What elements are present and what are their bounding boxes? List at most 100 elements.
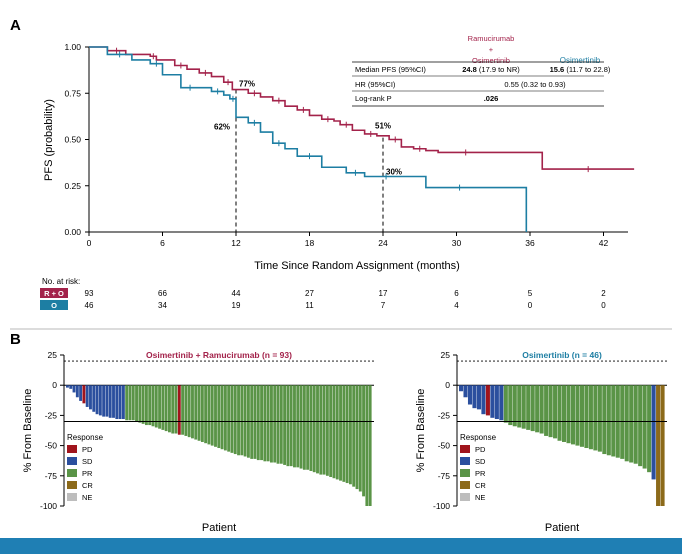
waterfall-bar (348, 385, 352, 485)
waterfall-bar (575, 385, 580, 446)
legend-swatch-cr (460, 481, 470, 489)
x-tick-label: 42 (599, 238, 609, 248)
waterfall-bar (553, 385, 558, 439)
waterfall-bar (490, 385, 495, 418)
at-risk-value: 2 (601, 289, 606, 298)
waterfall-bar (362, 385, 366, 497)
waterfall-bar (512, 385, 517, 427)
legend-swatch-cr (67, 481, 77, 489)
km-chart: 0.00 0.25 0.50 0.75 1.00 0 6 12 18 24 30 36 42 Time S… (43, 42, 635, 272)
waterfall-bar (593, 385, 598, 451)
waterfall-bar (499, 385, 504, 421)
at-risk-table: No. at risk: R + O 93 66 44 27 17 6 5 2 O 46 34 19 11 7… (40, 277, 606, 310)
waterfall-bar (342, 385, 346, 482)
legend-swatch-ne (67, 493, 77, 501)
at-risk-value: 6 (454, 289, 459, 298)
waterfall-bar (316, 385, 319, 474)
waterfall-bar (633, 385, 638, 464)
y-tick-label: -75 (438, 471, 451, 481)
legend-swatch-pr (460, 469, 470, 477)
waterfall-bar (276, 385, 280, 464)
waterfall-bar (135, 385, 138, 422)
waterfall-bar (544, 385, 549, 436)
waterfall-bar (105, 385, 109, 417)
waterfall-bar (365, 385, 369, 506)
waterfall-bar (588, 385, 593, 450)
legend-label: NE (475, 493, 485, 502)
waterfall-bar (138, 385, 142, 423)
waterfall-bar (72, 385, 76, 393)
waterfall-bar (141, 385, 145, 424)
y-tick-label: 0.50 (64, 135, 81, 145)
x-tick-label: 36 (525, 238, 535, 248)
waterfall-bar (570, 385, 576, 445)
waterfall-bar (620, 385, 625, 459)
at-risk-value: 46 (85, 301, 94, 310)
y-tick-label: 0 (445, 380, 450, 390)
waterfall-bar (204, 385, 208, 444)
waterfall-bar (352, 385, 356, 487)
at-risk-badge (40, 300, 68, 310)
waterfall-bar (177, 385, 181, 435)
legend-label: PR (82, 469, 93, 478)
annotation-label: 51% (375, 122, 391, 131)
waterfall-bar (118, 385, 122, 420)
annotation-label: 62% (214, 122, 230, 131)
at-risk-value: 4 (454, 301, 459, 310)
waterfall-bar (638, 385, 643, 467)
waterfall-bar (517, 385, 522, 428)
footer-bar (0, 538, 682, 554)
waterfall-bar (459, 385, 464, 392)
waterfall-bar (256, 385, 260, 461)
waterfall-bar (530, 385, 535, 432)
waterfall-bar (161, 385, 165, 430)
x-tick-label: 6 (160, 238, 165, 248)
waterfall-bar (79, 385, 83, 401)
legend-label: SD (475, 457, 486, 466)
y-axis-label: % From Baseline (415, 389, 427, 473)
waterfall-bar (624, 385, 629, 462)
waterfall-bar (332, 385, 336, 479)
y-tick-label: -50 (45, 441, 58, 451)
waterfall-bar (128, 385, 132, 421)
waterfall-bar (82, 385, 86, 404)
waterfall-bar (210, 385, 214, 446)
at-risk-value: 5 (528, 289, 533, 298)
waterfall-bar (115, 385, 119, 420)
waterfall-bar (368, 385, 372, 506)
waterfall-bar (656, 385, 661, 506)
table-row-label: Log-rank P (355, 94, 392, 103)
stats-table: Ramucirumab + Osimertinib Osimertinib Median… (352, 34, 611, 107)
waterfall-bar (535, 385, 540, 433)
legend-swatch-pd (460, 445, 470, 453)
waterfall-bar (309, 385, 313, 471)
waterfall-bar (112, 385, 115, 418)
waterfall-bar (606, 385, 611, 456)
x-axis-label: Patient (202, 522, 236, 534)
waterfall-bar (121, 385, 125, 420)
at-risk-value: 66 (158, 289, 167, 298)
at-risk-badge-label: O (51, 301, 57, 310)
annotation-label: 77% (239, 80, 255, 89)
km-line-o (89, 46, 528, 232)
at-risk-value: 27 (305, 289, 314, 298)
legend-swatch-pr (67, 469, 77, 477)
waterfall-bar (243, 385, 247, 457)
y-tick-label: -25 (438, 410, 451, 420)
panel-b-label: B (10, 331, 21, 348)
legend-label: CR (475, 481, 486, 490)
waterfall-bar (171, 385, 175, 434)
waterfall-bar (329, 385, 333, 478)
y-tick-label: -50 (438, 441, 451, 451)
waterfall-bar (539, 385, 544, 434)
km-line-ro (89, 46, 635, 170)
legend-label: PD (82, 445, 93, 454)
waterfall-bar (293, 385, 296, 468)
waterfall-bar (187, 385, 191, 438)
legend-swatch-sd (67, 457, 77, 465)
waterfall-bar (647, 385, 652, 473)
waterfall-bar (260, 385, 264, 461)
table-header-o: Osimertinib (560, 56, 601, 65)
waterfall-bar (584, 385, 589, 449)
